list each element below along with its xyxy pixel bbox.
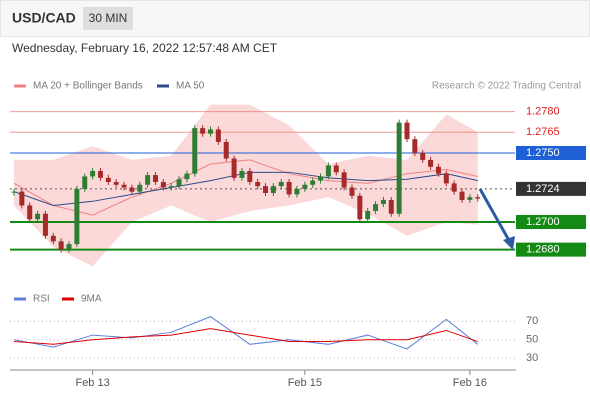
candle [82,176,88,189]
level-label: 1.2750 [526,147,560,159]
level-label-box [516,181,586,196]
candle [396,122,402,214]
x-tick-label: Feb 15 [288,377,322,389]
timeframe-box [83,7,133,30]
level-label: 1.2700 [526,216,560,228]
candle [341,172,347,188]
candle [380,199,386,205]
candle [443,173,449,184]
candle [231,158,237,178]
forecast-arrowhead [503,236,515,250]
candle [19,191,25,206]
level-label-box [516,215,586,230]
candle [176,179,182,187]
x-tick-label: Feb 16 [453,377,487,389]
candle [263,186,269,194]
candle [475,197,481,199]
level-label: 1.2724 [526,183,560,195]
level-label-box [516,145,586,160]
candle [66,244,72,250]
symbol: USD/CAD [12,10,76,26]
candle [365,210,371,220]
ma-line [13,159,478,216]
candle [200,128,206,134]
candle [192,128,198,174]
candle [97,170,103,178]
candle [435,166,441,174]
y-tick-label: 30 [526,352,538,364]
candle [160,181,166,188]
y-tick-label: 70 [526,315,538,327]
candle [247,170,253,182]
candle [420,152,426,160]
candle [349,187,355,196]
candle [467,197,473,200]
candle [373,204,379,211]
candle [223,141,229,159]
candle [42,213,48,236]
candle [137,184,143,192]
candle [459,191,465,200]
legend-label: MA 50 [176,81,205,92]
candle [286,181,292,195]
candle [318,176,324,181]
candle [404,122,410,140]
forecast-arrow [478,188,513,245]
x-tick-label: Feb 13 [75,377,109,389]
bollinger-band [14,104,478,267]
level-label: 1.2680 [526,244,560,256]
level-label: 1.2780 [526,105,560,117]
candle [255,181,261,187]
candle [58,241,64,250]
candle [35,213,41,220]
candle [27,205,33,220]
candle [90,170,96,177]
indicator-line [13,328,478,345]
candle [184,173,190,180]
datetime: Wednesday, February 16, 2022 12:57:48 AM… [12,41,278,55]
candle [168,186,174,188]
legend-label: MA 20 + Bollinger Bands [33,81,143,92]
candle [278,181,284,187]
candle [11,191,17,193]
candle [208,129,213,134]
legend-label: 9MA [81,294,102,305]
candle [239,170,245,178]
candle [145,175,151,185]
candle [121,184,127,188]
candle [310,180,316,185]
indicator-line [13,316,479,350]
candle [357,195,363,220]
credit: Research © 2022 Trading Central [432,81,581,92]
candle [74,188,80,245]
level-label: 1.2765 [526,126,560,138]
candle [325,165,331,177]
candle [50,235,56,242]
candle [105,177,111,182]
level-label-box [516,242,586,257]
candle [388,199,394,214]
candle [294,188,300,195]
candle [412,139,418,153]
candle [428,159,434,167]
candle [451,183,457,192]
y-tick-label: 50 [526,334,538,346]
candle [270,186,276,194]
candle [113,181,119,185]
legend-label: RSI [33,294,50,305]
candle [215,129,221,142]
timeframe: 30 MIN [89,11,128,25]
candle [333,165,339,173]
candle [302,184,308,189]
candle [129,187,135,192]
candle [152,175,158,182]
